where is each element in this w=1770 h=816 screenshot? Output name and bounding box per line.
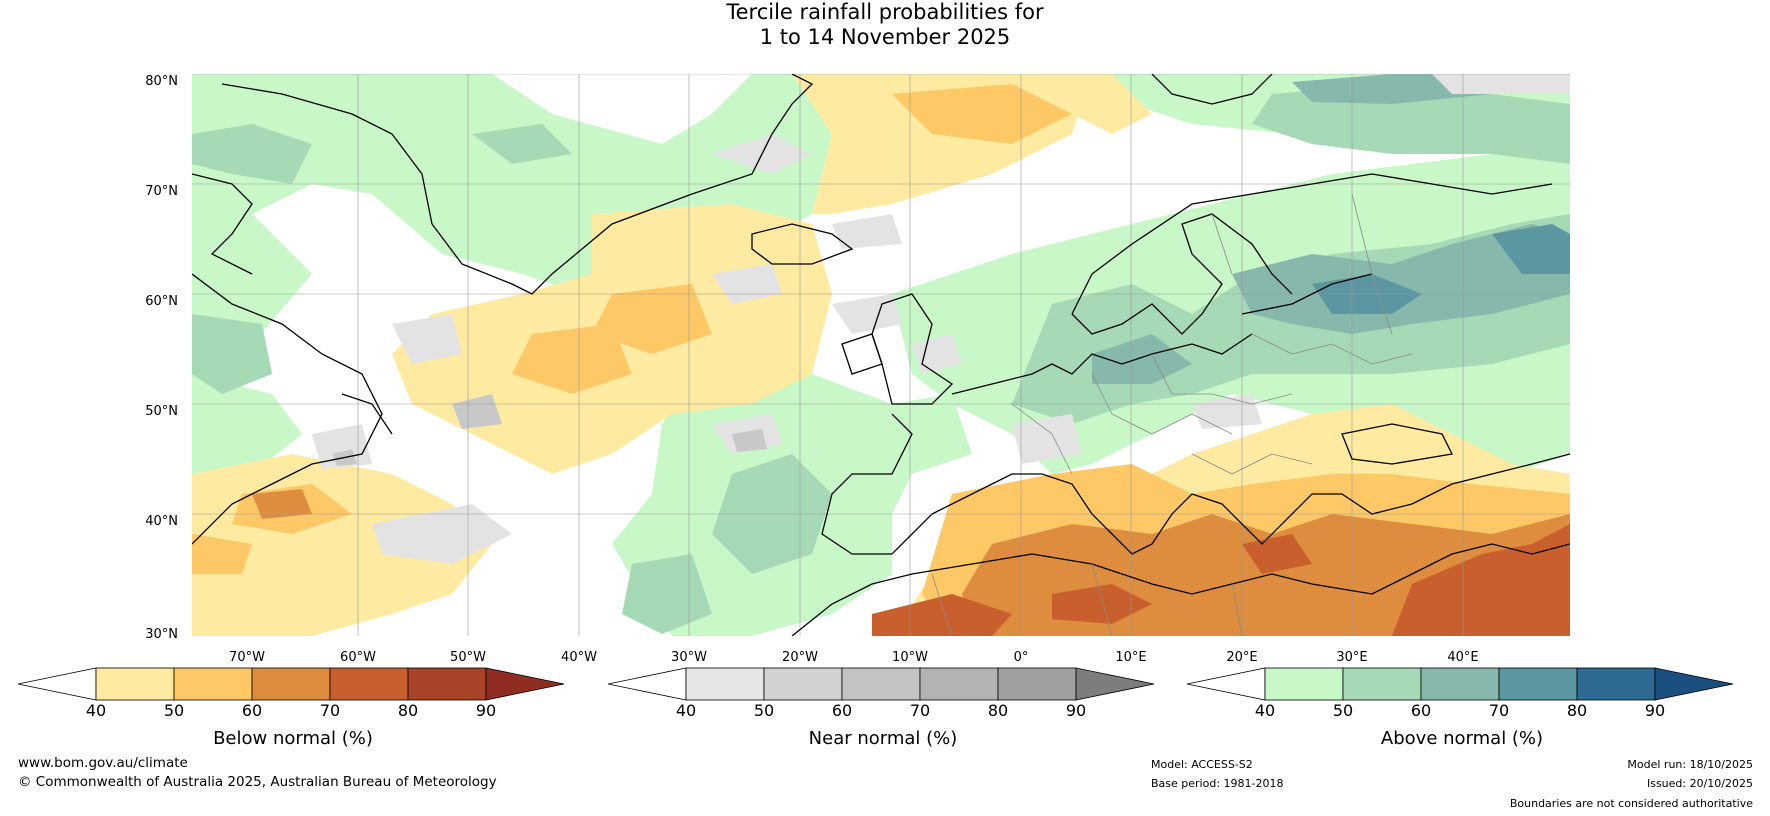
colorbar-tick-label: 50 xyxy=(1333,701,1353,720)
colorbar-tick-label: 40 xyxy=(1255,701,1275,720)
colorbar-segment xyxy=(329,667,409,701)
colorbar-tick-label: 80 xyxy=(398,701,418,720)
colorbar-segment xyxy=(841,667,921,701)
colorbar-tick-label: 70 xyxy=(320,701,340,720)
lat-label-70n: 70°N xyxy=(145,184,178,199)
baltic-coast xyxy=(1241,273,1373,315)
title-line-1: Tercile rainfall probabilities for xyxy=(726,0,1044,24)
footer-issued: Issued: 20/10/2025 xyxy=(1646,777,1753,790)
colorbar-segment xyxy=(1264,667,1344,701)
colorbar-low-extend xyxy=(1186,667,1266,701)
colorbar-segment xyxy=(251,667,331,701)
svalbard-coast xyxy=(1151,74,1273,105)
lon-label-40w: 40°W xyxy=(561,650,597,665)
africa-north-coast xyxy=(791,543,1570,636)
colorbar-segment xyxy=(919,667,999,701)
newfoundland-coast xyxy=(341,393,393,435)
colorbar-tick-label: 90 xyxy=(1645,701,1665,720)
colorbar-tick-label: 60 xyxy=(1411,701,1431,720)
iceland-coast xyxy=(751,223,854,265)
north-sea-coast xyxy=(951,333,1253,395)
colorbar-tick-label: 50 xyxy=(164,701,184,720)
colorbar-segment xyxy=(763,667,843,701)
colorbar-tick-label: 40 xyxy=(676,701,696,720)
sweden-finland-coast xyxy=(1071,213,1293,335)
colorbar-segment xyxy=(173,667,253,701)
colorbar-tick-label: 80 xyxy=(988,701,1008,720)
colorbar-high-extend xyxy=(1075,667,1155,701)
footer-disclaimer: Boundaries are not considered authoritat… xyxy=(1509,797,1753,810)
colorbar-tick-label: 90 xyxy=(1066,701,1086,720)
map-svg xyxy=(192,74,1570,636)
lat-label-60n: 60°N xyxy=(145,294,178,309)
lon-label-10e: 10°E xyxy=(1115,650,1147,665)
map-title: Tercile rainfall probabilities for 1 to … xyxy=(0,0,1770,50)
colorbar-low-extend xyxy=(607,667,687,701)
colorbar-tick-label: 70 xyxy=(1489,701,1509,720)
colorbar-above-normal: 40 50 60 70 80 90 xyxy=(1186,667,1737,720)
mediterranean-north-coast xyxy=(821,413,1570,555)
ireland-coast xyxy=(841,333,883,375)
lat-label-30n: 30°N xyxy=(145,627,178,642)
lon-label-20e: 20°E xyxy=(1226,650,1258,665)
colorbar-below-normal: 40 50 60 70 80 90 xyxy=(17,667,568,720)
colorbar-segment xyxy=(1576,667,1656,701)
colorbar-tick-label: 50 xyxy=(754,701,774,720)
lon-label-30w: 30°W xyxy=(671,650,707,665)
colorbar-segment xyxy=(1342,667,1422,701)
coastlines xyxy=(192,74,1570,636)
colorbar-high-extend xyxy=(485,667,565,701)
footer-base-period: Base period: 1981-2018 xyxy=(1151,777,1284,790)
colorbar-near-normal: 40 50 60 70 80 90 xyxy=(607,667,1158,720)
lat-label-50n: 50°N xyxy=(145,404,178,419)
lon-label-40e: 40°E xyxy=(1447,650,1479,665)
colorbar-low-extend xyxy=(17,667,97,701)
labrador-coast xyxy=(192,273,383,545)
colorbar-segment xyxy=(407,667,487,701)
near-normal-strong-regions xyxy=(332,394,767,466)
lon-label-50w: 50°W xyxy=(450,650,486,665)
lat-label-40n: 40°N xyxy=(145,514,178,529)
lon-label-60w: 60°W xyxy=(340,650,376,665)
country-borders xyxy=(931,193,1413,636)
colorbar-tick-label: 70 xyxy=(910,701,930,720)
lon-label-10w: 10°W xyxy=(892,650,928,665)
lon-label-0: 0° xyxy=(1013,650,1029,665)
lon-label-30e: 30°E xyxy=(1336,650,1368,665)
colorbar-segment xyxy=(1420,667,1500,701)
colorbar-high-extend xyxy=(1654,667,1734,701)
colorbar-tick-label: 40 xyxy=(86,701,106,720)
lat-label-80n: 80°N xyxy=(145,74,178,89)
probability-map xyxy=(192,74,1570,636)
colorbar-tick-label: 60 xyxy=(832,701,852,720)
footer-model-run: Model run: 18/10/2025 xyxy=(1627,758,1753,771)
baffin-coast xyxy=(192,173,253,275)
colorbar-near-svg: 40 50 60 70 80 90 xyxy=(607,667,1155,720)
colorbar-segment xyxy=(685,667,765,701)
black-sea-coast xyxy=(1341,423,1453,465)
colorbar-segment xyxy=(95,667,175,701)
footer-model: Model: ACCESS-S2 xyxy=(1151,758,1253,771)
lon-label-20w: 20°W xyxy=(782,650,818,665)
colorbar-tick-label: 90 xyxy=(476,701,496,720)
colorbar-segment xyxy=(1498,667,1578,701)
colorbar-below-svg: 40 50 60 70 80 90 xyxy=(17,667,565,720)
colorbar-above-svg: 40 50 60 70 80 90 xyxy=(1186,667,1734,720)
footer-website: www.bom.gov.au/climate xyxy=(18,755,188,771)
norway-north-coast xyxy=(1071,173,1553,315)
footer-copyright: © Commonwealth of Australia 2025, Austra… xyxy=(18,774,497,790)
greenland-coast xyxy=(221,74,814,295)
graticule xyxy=(192,74,1570,636)
colorbar-near-title: Near normal (%) xyxy=(808,728,958,749)
colorbar-tick-label: 80 xyxy=(1567,701,1587,720)
colorbar-below-title: Below normal (%) xyxy=(213,728,373,749)
lon-label-70w: 70°W xyxy=(229,650,265,665)
colorbar-segment xyxy=(997,667,1077,701)
title-line-2: 1 to 14 November 2025 xyxy=(759,25,1011,49)
colorbar-above-title: Above normal (%) xyxy=(1380,728,1544,749)
colorbar-tick-label: 60 xyxy=(242,701,262,720)
